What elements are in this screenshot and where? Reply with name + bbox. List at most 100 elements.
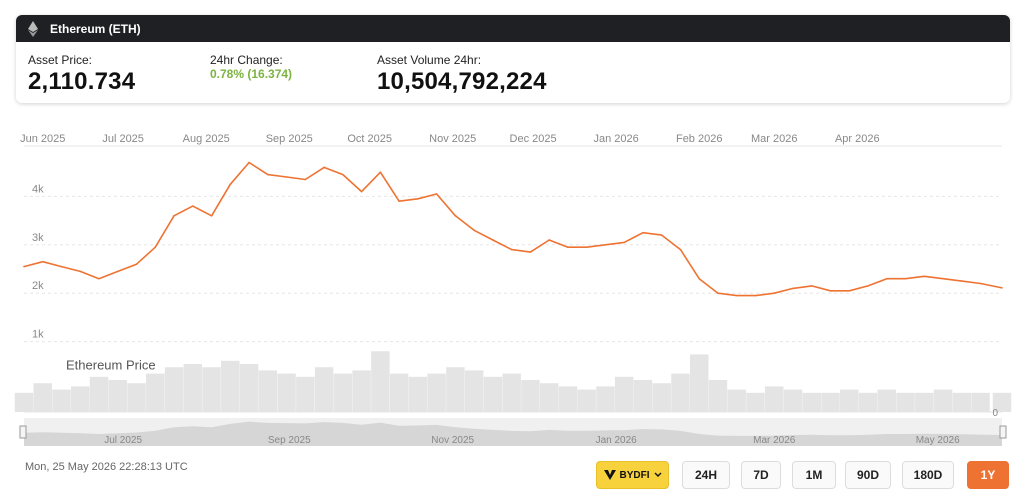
asset-card: Ethereum (ETH) Asset Price: 2,110.734 24… <box>16 15 1010 103</box>
volume-label: Asset Volume 24hr: <box>377 53 482 67</box>
price-point <box>135 263 138 265</box>
price-point <box>754 294 757 297</box>
range-button-90d[interactable]: 90D <box>845 461 891 489</box>
price-chart[interactable]: 1k 2k 3k 4k Jun 2025 Jul 2025 Aug 2025 Sep 2025… <box>0 118 1024 454</box>
volume-bar <box>296 376 315 412</box>
price-point <box>192 205 194 207</box>
volume-bar <box>333 373 353 412</box>
exchange-logo-icon <box>603 470 616 480</box>
navigator-label: Sep 2025 <box>268 435 311 446</box>
volume-bar <box>558 386 578 412</box>
series-label: Ethereum Price <box>66 358 156 373</box>
price-point <box>60 265 63 268</box>
price-point <box>548 239 550 241</box>
asset-title: Ethereum (ETH) <box>50 21 141 36</box>
navigator-area <box>24 421 1002 446</box>
price-point <box>267 173 269 176</box>
volume-bar <box>483 376 503 412</box>
price-point <box>304 178 307 181</box>
price-point <box>154 246 157 249</box>
price-point <box>473 229 475 232</box>
volume-bar <box>746 392 765 412</box>
price-point <box>41 260 44 263</box>
price-point <box>642 231 644 234</box>
exchange-selector[interactable]: BYDFI <box>596 461 669 489</box>
price-point <box>961 280 963 282</box>
price-point <box>698 277 701 280</box>
navigator-handle-right[interactable] <box>999 425 1007 439</box>
navigator-handle-left[interactable] <box>19 425 27 439</box>
price-point <box>116 270 119 273</box>
volume-bar <box>33 383 52 412</box>
change-stat: 24hr Change: 0.78% (16.374) <box>210 53 292 81</box>
price-point <box>454 214 457 217</box>
volume-bar <box>202 367 221 412</box>
volume-bar <box>352 370 371 412</box>
volume-bar <box>127 383 146 412</box>
change-label: 24hr Change: <box>210 53 283 67</box>
volume-bar <box>802 392 821 412</box>
price-point <box>492 239 494 241</box>
range-button-24h[interactable]: 24H <box>682 461 730 489</box>
volume-value: 10,504,792,224 <box>377 68 547 95</box>
price-point <box>904 277 907 280</box>
price-point <box>229 183 232 186</box>
price-point <box>510 248 513 251</box>
navigator-label: Mar 2026 <box>753 435 796 446</box>
price-value: 2,110.734 <box>28 68 136 95</box>
volume-bar <box>146 373 165 412</box>
price-point <box>323 166 325 169</box>
volume-bar <box>446 367 465 412</box>
volume-bar <box>689 354 709 412</box>
range-button-180d[interactable]: 180D <box>902 461 954 489</box>
chevron-down-icon <box>654 472 661 477</box>
volume-bar <box>708 380 728 412</box>
volume-bar <box>596 386 615 412</box>
price-point <box>623 241 625 244</box>
x-tick-label: Dec 2025 <box>510 133 557 145</box>
volume-bar <box>389 373 409 412</box>
volume-bar <box>858 392 878 412</box>
range-button-7d[interactable]: 7D <box>741 461 781 489</box>
price-point <box>529 251 532 253</box>
volume-bar <box>877 389 897 412</box>
price-point <box>867 285 869 287</box>
price-point <box>435 193 438 195</box>
volume-bar <box>371 351 390 412</box>
x-tick-label: Mar 2026 <box>751 133 797 145</box>
volume-bar <box>971 392 990 412</box>
price-point <box>285 176 288 178</box>
volume-bar <box>539 383 559 412</box>
volume-bar <box>952 392 972 412</box>
volume-bar <box>765 386 784 412</box>
volume-stat: Asset Volume 24hr: 10,504,792,224 <box>377 53 547 96</box>
volume-bar <box>840 389 859 412</box>
range-button-1y[interactable]: 1Y <box>967 461 1009 489</box>
x-tick-label: Nov 2025 <box>429 133 476 145</box>
volume-bar <box>933 389 953 412</box>
volume-axis-label: 0 <box>992 408 998 419</box>
price-point <box>98 277 100 280</box>
price-point <box>1001 287 1003 289</box>
volume-bar <box>896 392 915 412</box>
price-point <box>848 289 851 292</box>
range-button-1m[interactable]: 1M <box>792 461 836 489</box>
price-point <box>585 246 588 249</box>
price-point <box>885 277 888 280</box>
price-point <box>604 244 607 246</box>
price-point <box>923 275 926 278</box>
x-tick-label: Aug 2025 <box>183 133 230 145</box>
price-point <box>735 294 738 297</box>
price-point <box>210 214 213 217</box>
y-tick-label: 4k <box>32 183 44 195</box>
price-point <box>792 287 794 290</box>
price-point <box>417 198 419 200</box>
volume-bar <box>14 392 34 412</box>
x-tick-label: Sep 2025 <box>266 133 313 145</box>
price-point <box>717 292 719 294</box>
price-point <box>567 246 569 249</box>
price-label: Asset Price: <box>28 53 93 67</box>
volume-bar <box>314 367 334 412</box>
volume-bar <box>783 389 803 412</box>
volume-bar <box>614 376 634 412</box>
